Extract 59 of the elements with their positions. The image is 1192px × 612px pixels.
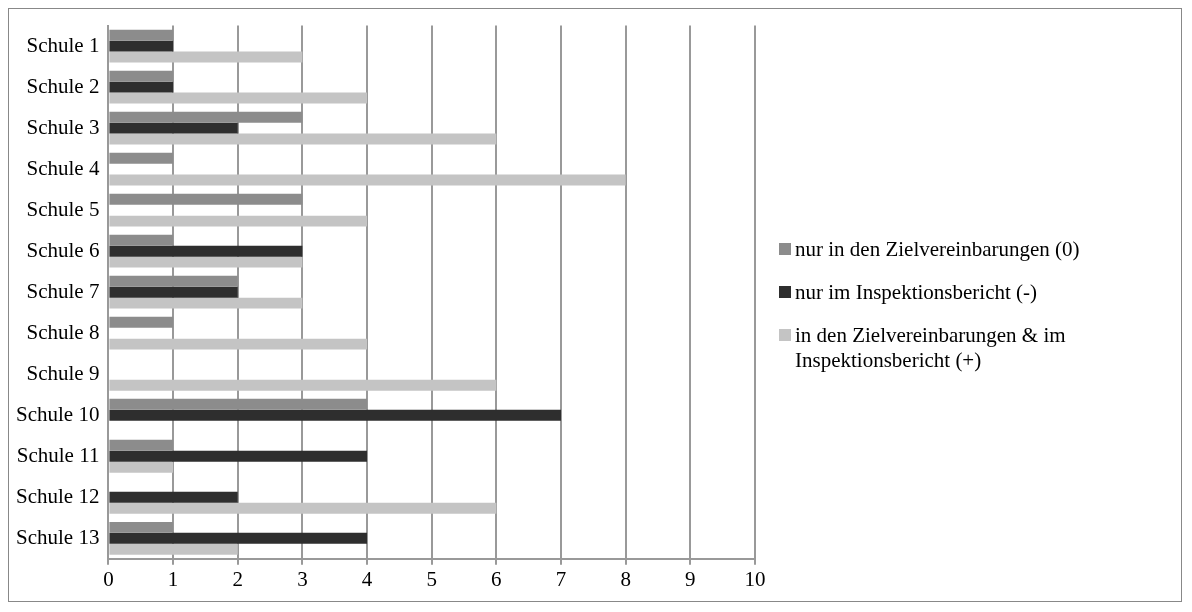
bar (109, 51, 303, 63)
bar (109, 133, 497, 145)
bar (109, 338, 368, 350)
x-tick-label: 6 (491, 566, 502, 591)
x-tick-label: 8 (620, 566, 631, 591)
y-tick-label: Schule 9 (26, 360, 100, 385)
bar (109, 491, 238, 503)
x-tick-label: 7 (555, 566, 567, 591)
x-tick-label: 1 (167, 566, 179, 591)
bar (109, 174, 626, 186)
bar (109, 92, 368, 104)
bar (109, 215, 368, 227)
bar (109, 111, 303, 123)
x-tick-label: 5 (426, 566, 437, 591)
y-tick-label: Schule 11 (16, 442, 100, 467)
bar (109, 275, 238, 287)
x-tick-label: 9 (685, 566, 696, 591)
bar (109, 439, 174, 451)
bar (109, 29, 174, 41)
bar (109, 245, 303, 257)
legend-label: in den Zielvereinbarungen & im Inspektionsbericht (+) (795, 323, 1067, 373)
bar (109, 122, 238, 134)
y-tick-label: Schule 1 (26, 32, 100, 57)
bar (109, 70, 174, 82)
bar (109, 193, 303, 205)
bar (109, 379, 497, 391)
bar (109, 461, 174, 473)
bar (109, 234, 174, 246)
y-tick-label: Schule 4 (26, 155, 100, 180)
y-tick-label: Schule 3 (26, 114, 100, 139)
bar (109, 256, 303, 268)
bar (109, 316, 174, 328)
bar (109, 398, 368, 410)
x-tick-label: 0 (103, 566, 114, 591)
legend-label: nur in den Zielvereinbarungen (0) (795, 237, 1080, 262)
bar (109, 286, 238, 298)
x-tick-label: 10 (744, 566, 766, 591)
bar (109, 543, 238, 555)
y-tick-label: Schule 10 (16, 401, 100, 426)
x-tick-label: 2 (232, 566, 243, 591)
y-tick-label: Schule 13 (16, 524, 100, 549)
x-tick-label: 4 (361, 566, 373, 591)
y-tick-label: Schule 12 (16, 483, 100, 508)
legend-label: nur im Inspektionsbericht (-) (795, 280, 1038, 305)
bar (109, 152, 174, 164)
y-tick-label: Schule 7 (26, 278, 100, 303)
bar (109, 521, 174, 533)
bar (109, 81, 174, 93)
y-tick-label: Schule 2 (26, 73, 100, 98)
bar (109, 297, 303, 309)
bar (109, 450, 368, 462)
x-tick-label: 3 (297, 566, 308, 591)
bar (109, 532, 368, 544)
y-tick-label: Schule 6 (26, 237, 100, 262)
bar (109, 40, 174, 52)
y-tick-label: Schule 8 (26, 319, 100, 344)
bar (109, 502, 497, 514)
y-tick-label: Schule 5 (26, 196, 100, 221)
bar (109, 409, 562, 421)
